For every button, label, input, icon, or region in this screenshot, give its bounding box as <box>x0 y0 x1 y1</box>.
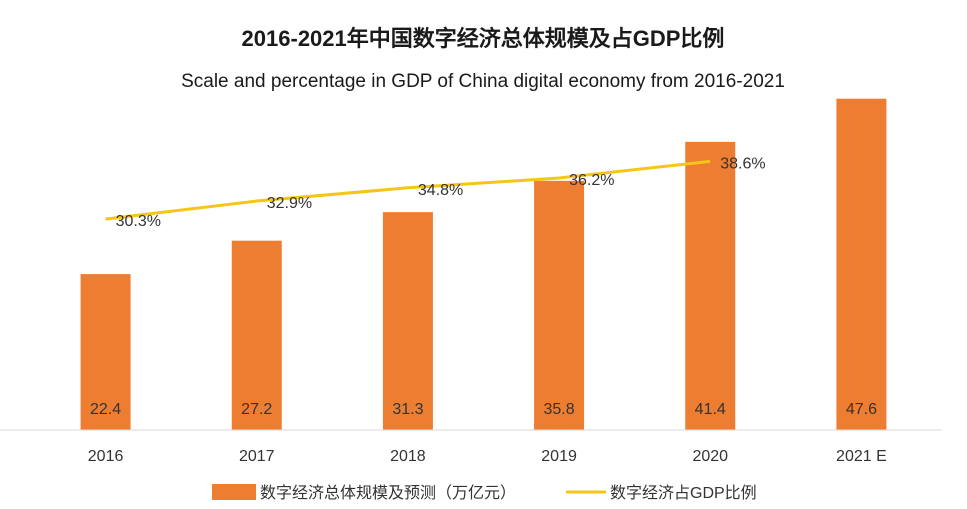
line-label-2016: 30.3% <box>116 213 161 230</box>
bar-2016 <box>80 274 131 430</box>
legend-bar-swatch <box>212 484 256 500</box>
x-tick-2017: 2017 <box>239 448 275 465</box>
line-data-labels: 30.3% 32.9% 34.8% 36.2% 38.6% <box>116 155 766 230</box>
line-series <box>105 159 711 221</box>
x-tick-2020: 2020 <box>692 448 728 465</box>
chart-title: 2016-2021年中国数字经济总体规模及占GDP比例 <box>242 26 725 51</box>
line-label-2017: 32.9% <box>267 195 312 212</box>
bar-label-2016: 22.4 <box>90 401 121 418</box>
x-tick-2018: 2018 <box>390 448 426 465</box>
line-label-2020: 38.6% <box>720 155 765 172</box>
x-tick-2021 E: 2021 E <box>836 448 887 465</box>
bar-label-2021 E: 47.6 <box>846 401 877 418</box>
bar-2018 <box>382 212 433 430</box>
legend: 数字经济总体规模及预测（万亿元） 数字经济占GDP比例 <box>212 484 757 502</box>
x-tick-2019: 2019 <box>541 448 577 465</box>
chart-subtitle: Scale and percentage in GDP of China dig… <box>181 71 785 92</box>
bar-label-2019: 35.8 <box>544 401 575 418</box>
bar-2019 <box>534 180 585 430</box>
line-label-2018: 34.8% <box>418 182 463 199</box>
bar-label-2017: 27.2 <box>241 401 272 418</box>
bar-2017 <box>231 240 282 430</box>
legend-bar-label: 数字经济总体规模及预测（万亿元） <box>260 484 516 502</box>
bar-2021 E <box>836 98 887 430</box>
bar-label-2020: 41.4 <box>695 401 726 418</box>
bar-data-labels: 22.4 27.2 31.3 35.8 41.4 47.6 <box>90 401 877 418</box>
bar-label-2018: 31.3 <box>392 401 423 418</box>
legend-line-label: 数字经济占GDP比例 <box>610 484 757 502</box>
x-axis-tick-labels: 2016 2017 2018 2019 2020 2021 E <box>88 448 887 465</box>
bar-2020 <box>685 141 736 430</box>
x-tick-2016: 2016 <box>88 448 124 465</box>
bar-series <box>80 98 887 430</box>
line-label-2019: 36.2% <box>569 172 614 189</box>
